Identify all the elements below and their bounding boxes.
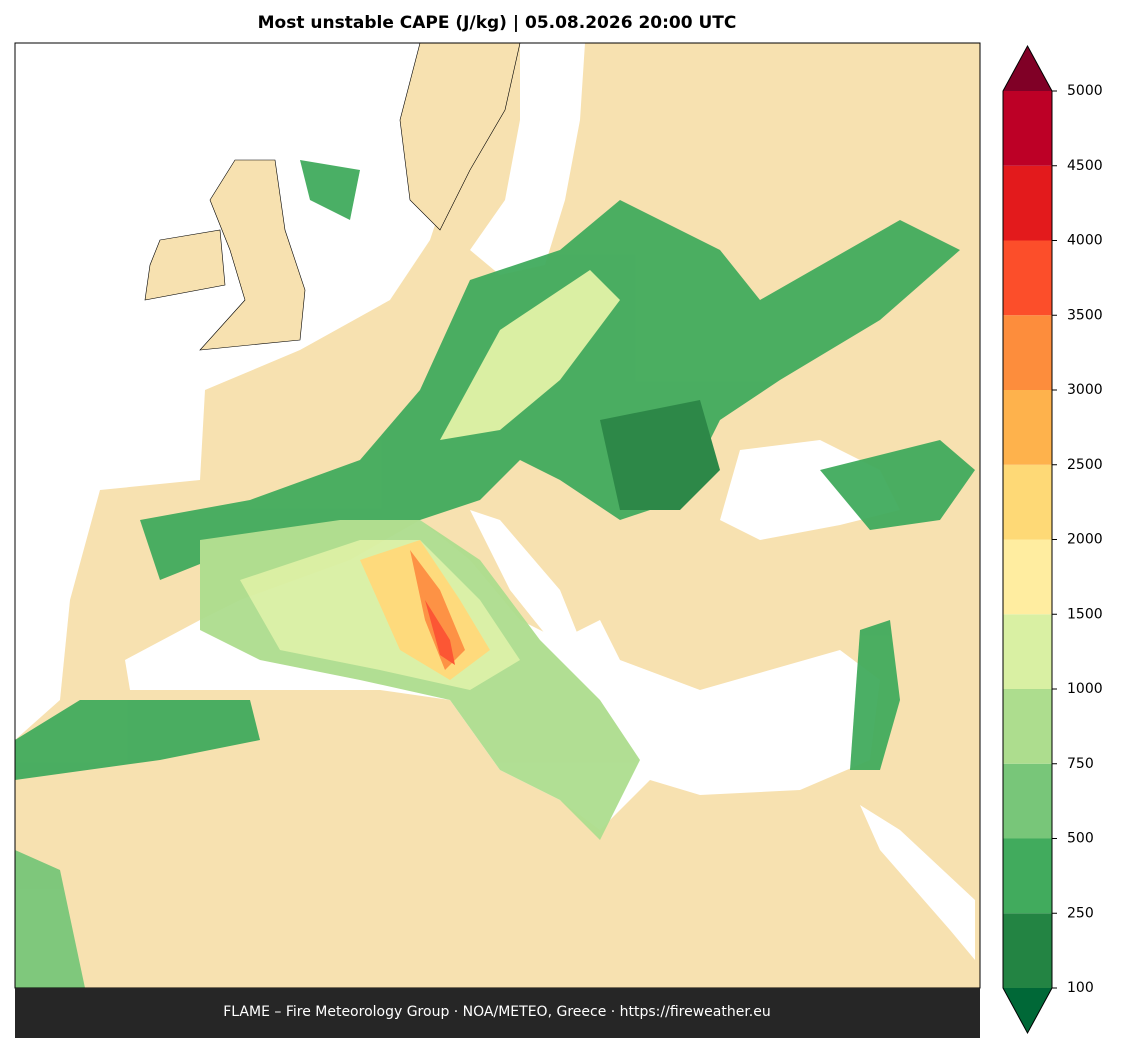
cape-area [600, 400, 720, 510]
baltic-sea [470, 43, 585, 275]
colorbar-bin [1003, 240, 1052, 316]
colorbar-under [1003, 988, 1052, 1033]
footer-bar [15, 988, 980, 1038]
cape-area [425, 600, 455, 665]
caspian-red-sea [860, 805, 975, 960]
cape-area [300, 160, 360, 220]
cape-area [410, 550, 465, 670]
colorbar-tick-label: 1500 [1067, 606, 1103, 622]
colorbar-tick-label: 4500 [1067, 158, 1103, 174]
colorbar: 100 250 500 750 1000 1500 2000 2500 3000 3500 4000… [1002, 44, 1103, 1035]
colorbar-tick-label: 1000 [1067, 681, 1103, 697]
cape-area [140, 200, 960, 580]
adriatic [470, 510, 580, 640]
cape-field [15, 160, 975, 988]
colorbar-tick-label: 4000 [1067, 233, 1103, 249]
scandinavia [399, 42, 521, 231]
colorbar-bin [1003, 913, 1052, 988]
map-title: Most unstable CAPE (J/kg) | 05.08.2026 2… [258, 13, 737, 33]
colorbar-bin [1003, 838, 1052, 914]
ireland [144, 229, 226, 301]
cape-area [15, 700, 260, 780]
colorbar-tick-label: 100 [1067, 980, 1094, 996]
colorbar-tick-label: 500 [1067, 831, 1094, 847]
colorbar-tick-label: 2000 [1067, 532, 1103, 548]
colorbar-tick-label: 3000 [1067, 382, 1103, 398]
colorbar-tick-label: 250 [1067, 905, 1094, 921]
atlantic [15, 43, 520, 740]
colorbar-bin [1003, 464, 1052, 540]
footer-text: FLAME – Fire Meteorology Group · NOA/MET… [223, 1004, 771, 1020]
cape-area [440, 270, 620, 440]
colorbar-tick-label: 750 [1067, 756, 1094, 772]
map [14, 42, 981, 989]
colorbar-tick-label: 5000 [1067, 83, 1103, 99]
colorbar-bin [1003, 165, 1052, 241]
colorbar-bin [1003, 614, 1052, 689]
colorbar-bin [1003, 539, 1052, 615]
cape-area [820, 440, 975, 530]
colorbar-over [1003, 46, 1052, 91]
colorbar-tick-label: 3500 [1067, 307, 1103, 323]
colorbar-bin [1003, 763, 1052, 839]
colorbar-bin [1003, 315, 1052, 390]
colorbar-bin [1003, 689, 1052, 764]
cape-area [15, 850, 85, 988]
cape-area [850, 620, 900, 770]
colorbar-tick-label: 2500 [1067, 457, 1103, 473]
britain [199, 159, 306, 351]
colorbar-bin [1003, 91, 1052, 166]
colorbar-bin [1003, 390, 1052, 465]
